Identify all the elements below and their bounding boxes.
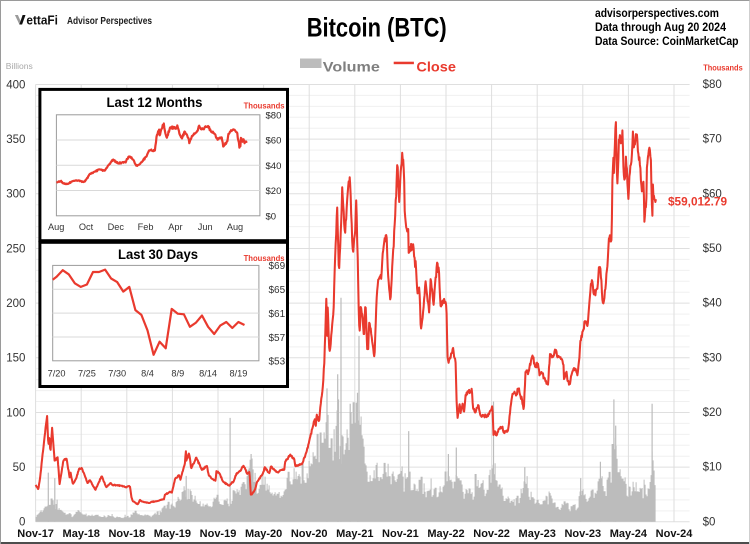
svg-text:$20: $20 bbox=[703, 407, 722, 419]
svg-text:$60: $60 bbox=[703, 188, 722, 200]
svg-text:Nov-24: Nov-24 bbox=[656, 528, 694, 540]
svg-text:$61: $61 bbox=[269, 309, 286, 320]
svg-text:Nov-23: Nov-23 bbox=[564, 528, 601, 540]
svg-text:$40: $40 bbox=[703, 298, 722, 310]
svg-text:7/20: 7/20 bbox=[48, 368, 66, 378]
svg-text:$59,012.79: $59,012.79 bbox=[668, 195, 727, 209]
svg-text:Data through Aug 20 2024: Data through Aug 20 2024 bbox=[595, 22, 727, 34]
svg-text:Dec: Dec bbox=[108, 222, 125, 232]
svg-text:Bitcoin (BTC): Bitcoin (BTC) bbox=[307, 13, 447, 43]
svg-text:8/4: 8/4 bbox=[141, 368, 154, 378]
svg-text:50: 50 bbox=[13, 462, 26, 474]
svg-text:Last 12 Months: Last 12 Months bbox=[107, 94, 203, 110]
svg-text:Thousands: Thousands bbox=[244, 101, 285, 111]
svg-text:Nov-20: Nov-20 bbox=[291, 528, 328, 540]
svg-text:ettaFi: ettaFi bbox=[26, 13, 58, 27]
svg-text:$80: $80 bbox=[703, 79, 722, 91]
svg-text:$80: $80 bbox=[266, 110, 282, 121]
svg-text:$40: $40 bbox=[266, 161, 282, 172]
svg-text:Nov-18: Nov-18 bbox=[108, 528, 145, 540]
svg-text:$10: $10 bbox=[703, 462, 722, 474]
svg-text:250: 250 bbox=[6, 243, 25, 255]
svg-text:Oct: Oct bbox=[79, 222, 94, 232]
svg-text:May-23: May-23 bbox=[519, 528, 556, 540]
svg-text:Close: Close bbox=[416, 59, 456, 75]
svg-text:$70: $70 bbox=[703, 134, 722, 146]
svg-text:7/30: 7/30 bbox=[108, 368, 126, 378]
svg-text:May-18: May-18 bbox=[63, 528, 100, 540]
svg-text:May-24: May-24 bbox=[610, 528, 648, 540]
svg-text:Advisor Perspectives: Advisor Perspectives bbox=[67, 15, 152, 27]
svg-text:Feb: Feb bbox=[138, 222, 154, 232]
svg-text:$0: $0 bbox=[266, 211, 277, 222]
svg-text:400: 400 bbox=[6, 79, 25, 91]
svg-text:$0: $0 bbox=[703, 516, 716, 528]
svg-text:Apr: Apr bbox=[168, 222, 182, 232]
svg-text:advisorperspectives.com: advisorperspectives.com bbox=[595, 8, 719, 20]
svg-text:$69: $69 bbox=[269, 261, 286, 272]
svg-text:$57: $57 bbox=[269, 333, 286, 344]
svg-text:Billions: Billions bbox=[6, 61, 33, 71]
svg-text:8/19: 8/19 bbox=[229, 368, 247, 378]
svg-text:200: 200 bbox=[6, 298, 25, 310]
svg-text:Jun: Jun bbox=[198, 222, 213, 232]
svg-text:$20: $20 bbox=[266, 186, 282, 197]
svg-text:$30: $30 bbox=[703, 352, 722, 364]
svg-text:Nov-17: Nov-17 bbox=[17, 528, 54, 540]
svg-text:Thousands: Thousands bbox=[703, 63, 743, 72]
svg-text:$50: $50 bbox=[703, 243, 722, 255]
svg-text:7/25: 7/25 bbox=[78, 368, 96, 378]
svg-text:8/9: 8/9 bbox=[171, 368, 184, 378]
svg-text:$60: $60 bbox=[266, 136, 282, 147]
svg-text:$53: $53 bbox=[269, 357, 286, 368]
svg-text:May-19: May-19 bbox=[154, 528, 191, 540]
svg-text:Nov-21: Nov-21 bbox=[382, 528, 419, 540]
svg-text:$65: $65 bbox=[269, 285, 286, 296]
svg-text:150: 150 bbox=[6, 353, 25, 365]
svg-text:May-22: May-22 bbox=[427, 528, 464, 540]
svg-text:Data Source: CoinMarketCap: Data Source: CoinMarketCap bbox=[595, 36, 739, 48]
svg-text:Thousands: Thousands bbox=[244, 253, 285, 263]
svg-text:100: 100 bbox=[6, 407, 25, 419]
svg-text:May-21: May-21 bbox=[336, 528, 373, 540]
svg-text:8/14: 8/14 bbox=[199, 368, 217, 378]
svg-text:Aug: Aug bbox=[227, 222, 243, 232]
svg-text:Volume: Volume bbox=[323, 59, 380, 75]
svg-text:Aug: Aug bbox=[48, 222, 64, 232]
svg-text:Last 30 Days: Last 30 Days bbox=[118, 246, 198, 262]
svg-text:0: 0 bbox=[19, 517, 25, 529]
svg-text:Nov-19: Nov-19 bbox=[200, 528, 237, 540]
svg-text:300: 300 bbox=[6, 189, 25, 201]
svg-text:Nov-22: Nov-22 bbox=[473, 528, 510, 540]
svg-text:350: 350 bbox=[6, 134, 25, 146]
svg-text:May-20: May-20 bbox=[245, 528, 282, 540]
